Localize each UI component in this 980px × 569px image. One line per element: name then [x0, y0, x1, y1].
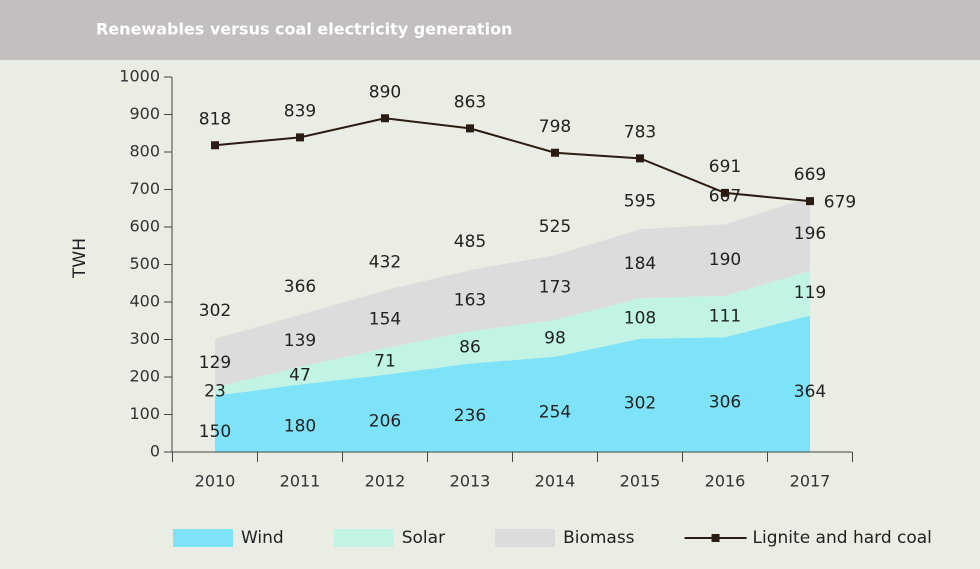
- y-tick-label: 0: [150, 442, 160, 461]
- y-tick-label: 400: [129, 292, 160, 311]
- data-label: 669: [794, 165, 826, 185]
- data-label: 173: [539, 278, 571, 298]
- legend-label: Lignite and hard coal: [753, 528, 932, 548]
- x-tick-label: 2013: [450, 472, 491, 491]
- data-label: 190: [709, 250, 741, 270]
- data-label: 254: [539, 402, 571, 422]
- total-label: 432: [369, 252, 401, 272]
- data-label: 184: [624, 254, 656, 274]
- data-label: 783: [624, 122, 656, 142]
- line-marker: [551, 148, 559, 157]
- data-label: 150: [199, 422, 231, 442]
- line-marker: [806, 197, 814, 206]
- area: [215, 270, 810, 396]
- chart-title: Renewables versus coal electricity gener…: [96, 20, 512, 39]
- x-tick-label: 2017: [790, 472, 831, 491]
- y-tick-label: 300: [129, 329, 160, 348]
- line: [214, 117, 811, 203]
- data-label: 111: [709, 306, 741, 326]
- y-tick-label: 200: [129, 367, 160, 386]
- legend-label: Solar: [402, 528, 445, 548]
- y-axis-label: TWH: [70, 238, 90, 279]
- data-label: 364: [794, 382, 826, 402]
- y-tick-label: 900: [129, 104, 160, 123]
- x-tick-label: 2015: [620, 472, 661, 491]
- data-label: 129: [199, 353, 231, 373]
- data-label: 839: [284, 101, 316, 121]
- legend-swatch: [173, 529, 233, 547]
- y-tick-label: 500: [129, 254, 160, 273]
- header-band: [0, 0, 980, 60]
- x-tick-label: 2014: [535, 472, 576, 491]
- line-marker: [381, 114, 389, 123]
- legend-swatch: [333, 529, 394, 547]
- total-label: 485: [454, 232, 486, 252]
- total-label: 366: [284, 277, 316, 297]
- data-label: 71: [374, 351, 396, 371]
- data-label: 108: [624, 309, 656, 329]
- data-label: 863: [454, 92, 486, 112]
- line-marker: [296, 133, 304, 142]
- data-label: 890: [369, 82, 401, 102]
- total-label: 679: [824, 192, 856, 212]
- x-tick-label: 2016: [705, 472, 746, 491]
- data-label: 180: [284, 416, 316, 436]
- data-label: 23: [204, 381, 226, 401]
- data-label: 154: [369, 309, 401, 329]
- total-label: 302: [199, 301, 231, 321]
- legend-marker: [711, 534, 720, 542]
- area: [215, 197, 810, 388]
- line-marker: [636, 154, 644, 163]
- y-tick-label: 600: [129, 217, 160, 236]
- line-marker: [211, 141, 219, 150]
- data-label: 119: [794, 283, 826, 303]
- line-marker: [466, 124, 474, 133]
- x-tick-label: 2011: [280, 472, 321, 491]
- data-label: 196: [794, 224, 826, 244]
- data-label: 47: [289, 366, 311, 386]
- data-label: 798: [539, 117, 571, 137]
- legend-label: Wind: [241, 528, 284, 548]
- data-label: 98: [544, 328, 566, 348]
- y-tick-label: 700: [129, 179, 160, 198]
- data-label: 206: [369, 411, 401, 431]
- legend-label: Biomass: [563, 528, 635, 548]
- x-tick-label: 2010: [195, 472, 236, 491]
- total-label: 595: [624, 191, 656, 211]
- data-label: 302: [624, 393, 656, 413]
- data-label: 236: [454, 406, 486, 426]
- x-tick-label: 2012: [365, 472, 406, 491]
- y-tick-label: 800: [129, 142, 160, 161]
- data-label: 139: [284, 331, 316, 351]
- data-label: 306: [709, 393, 741, 413]
- y-tick-label: 100: [129, 404, 160, 423]
- legend-swatch: [495, 529, 556, 547]
- total-label: 525: [539, 217, 571, 237]
- area: [215, 315, 810, 452]
- y-tick-label: 1000: [119, 67, 160, 86]
- data-label: 163: [454, 291, 486, 311]
- data-label: 691: [709, 157, 741, 177]
- data-label: 818: [199, 109, 231, 129]
- line-marker: [721, 188, 729, 197]
- data-label: 86: [459, 337, 481, 357]
